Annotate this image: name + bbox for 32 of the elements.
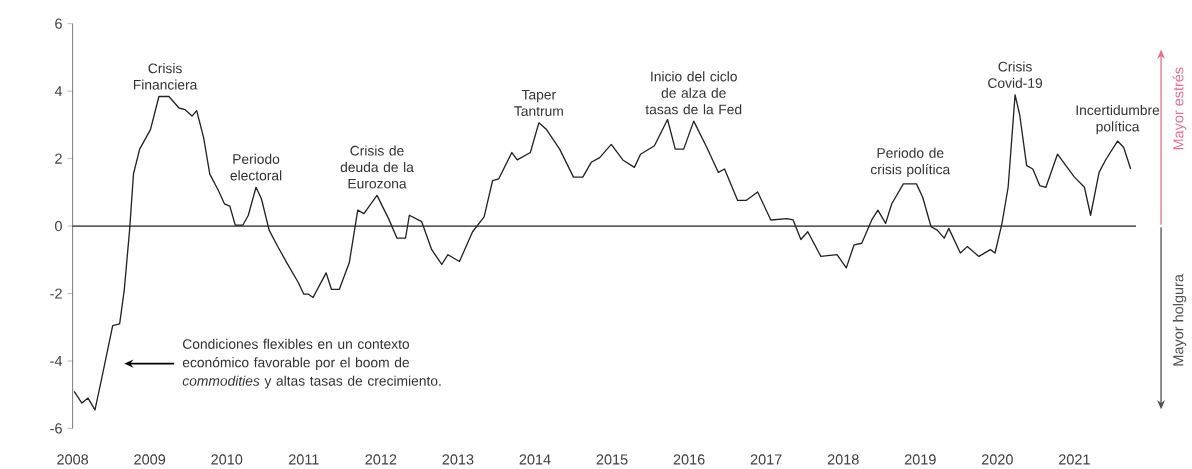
annotation: Inicio del ciclo de alza de tasas de la Fed <box>645 71 742 115</box>
x-tick-label: 2015 <box>596 454 628 465</box>
x-tick-label: 2021 <box>1059 454 1090 465</box>
y-tick-label: 2 <box>55 153 62 164</box>
x-tick-label: 2012 <box>365 454 397 465</box>
x-tick-label: 2016 <box>673 454 705 465</box>
x-tick-label: 2008 <box>57 454 89 465</box>
annotation: Crisis Covid-19 <box>988 61 1043 88</box>
x-tick-label: 2018 <box>827 454 859 465</box>
y-tick-label: -2 <box>50 288 62 299</box>
annotation: Crisis de deuda de la Eurozona <box>340 145 414 189</box>
x-tick-label: 2019 <box>904 454 936 465</box>
text: Mayor holgura <box>1172 274 1187 366</box>
annotation: Condiciones flexibles en un contexto económico favorable por el boom de commodities y altas tasas de crecimiento. <box>182 338 441 389</box>
y-tick-label: 0 <box>55 220 62 232</box>
annotation: Taper Tantrum <box>514 89 563 116</box>
annotation: Incertidumbre política <box>1076 104 1160 135</box>
x-tick-label: 2017 <box>750 454 782 465</box>
y-tick-label: 6 <box>55 18 62 29</box>
annotation: Periodo de crisis política <box>870 147 951 177</box>
x-tick-label: 2013 <box>442 454 474 465</box>
x-tick-label: 2020 <box>981 454 1013 465</box>
y-tick-label: 4 <box>54 86 63 97</box>
y-tick-label: -6 <box>50 423 62 434</box>
x-tick-label: 2011 <box>288 454 319 465</box>
annotation: Periodo electoral <box>230 153 282 181</box>
y-tick-label: -4 <box>50 355 63 366</box>
x-tick-label: 2014 <box>519 454 551 465</box>
x-tick-label: 2009 <box>134 454 166 465</box>
text: Mayor estrés <box>1172 67 1187 150</box>
x-tick-label: 2010 <box>211 454 243 465</box>
annotation: Crisis Financiera <box>133 63 198 90</box>
